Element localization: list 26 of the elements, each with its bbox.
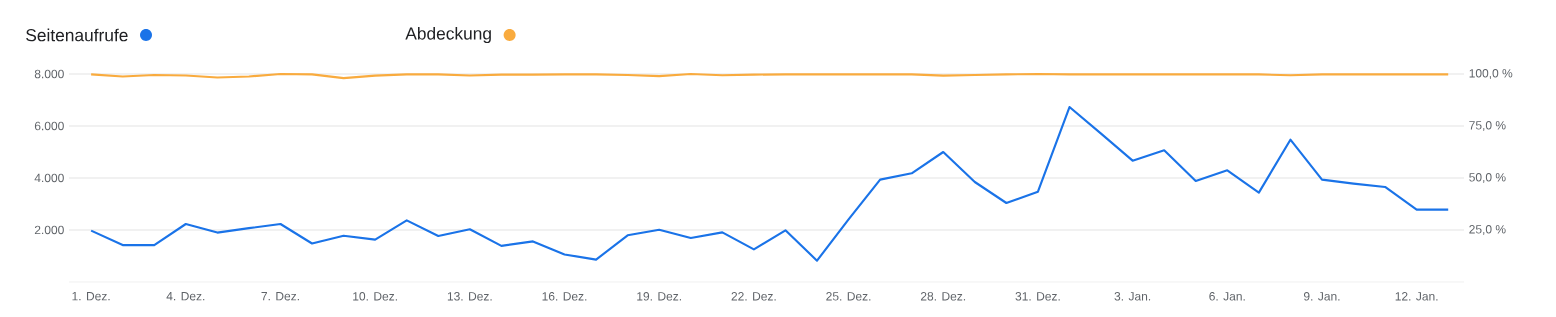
legend-label: Abdeckung (405, 26, 491, 44)
x-tick-label: 12. Jan. (1395, 292, 1438, 301)
y2-tick-label: 100,0 % (1469, 69, 1513, 79)
x-tick-label: 31. Dez. (1015, 292, 1060, 301)
x-tick-label: 28. Dez. (920, 292, 966, 301)
line-series (90, 105, 1450, 262)
x-tick-label: 4. Dez. (166, 292, 205, 301)
y2-tick-label: 75,0 % (1469, 121, 1506, 131)
x-tick-label: 25. Dez. (826, 292, 871, 301)
y-tick-label: 2.000 (34, 225, 64, 235)
x-tick-label: 13. Dez. (447, 292, 492, 301)
y-tick-label: 4.000 (34, 173, 64, 183)
x-tick-label: 7. Dez. (261, 292, 299, 301)
x-tick-label: 6. Jan. (1209, 292, 1245, 301)
x-tick-label: 1. Dez. (72, 292, 110, 301)
x-tick-label: 10. Dez. (353, 292, 397, 301)
x-tick-label: 16. Dez. (542, 292, 587, 301)
y-tick-label: 6.000 (34, 121, 64, 131)
x-tick-label: 22. Dez. (731, 292, 776, 301)
y2-tick-label: 25,0 % (1469, 225, 1506, 235)
x-tick-label: 3. Jan. (1114, 292, 1151, 301)
x-tick-label: 19. Dez. (637, 292, 681, 301)
x-tick-label: 9. Jan. (1303, 292, 1340, 301)
y2-tick-label: 50,0 % (1469, 173, 1506, 183)
y-tick-label: 8.000 (34, 69, 64, 79)
legend-label: Seitenaufrufe (26, 28, 128, 42)
